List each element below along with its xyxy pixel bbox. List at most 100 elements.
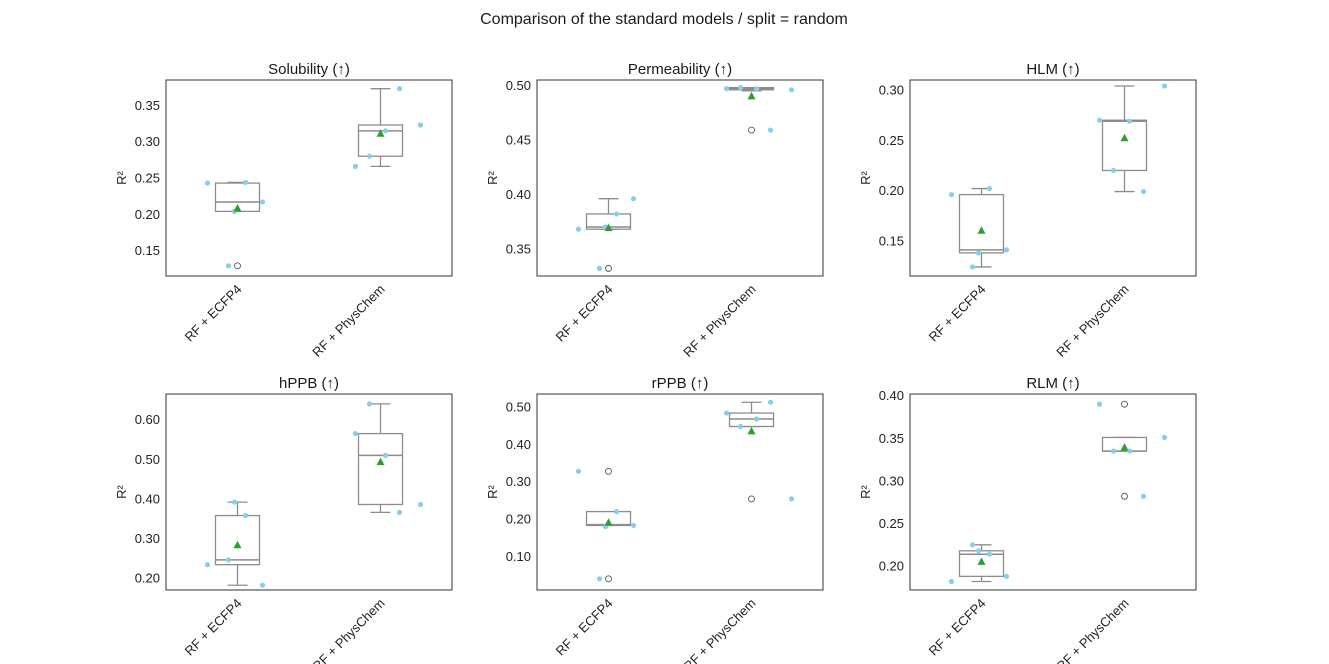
mean-marker — [233, 540, 242, 549]
mean-marker — [1120, 133, 1129, 142]
y-tick-label: 0.40 — [135, 491, 160, 506]
y-axis-label: R² — [485, 484, 500, 498]
y-tick-label: 0.20 — [135, 571, 160, 586]
mean-marker — [747, 91, 756, 100]
outlier-point — [234, 262, 241, 270]
data-point — [366, 401, 373, 407]
data-point — [1096, 117, 1103, 123]
data-point — [417, 122, 424, 128]
outlier-point — [748, 126, 755, 134]
data-point — [596, 265, 603, 271]
y-tick-label: 0.30 — [879, 473, 904, 488]
outlier-point — [1121, 492, 1128, 500]
data-point — [225, 557, 232, 563]
plot-frame — [165, 393, 453, 591]
mean-marker — [604, 518, 613, 526]
data-point — [948, 191, 955, 198]
y-tick-label: 0.60 — [135, 412, 160, 427]
outlier-point — [748, 495, 755, 503]
x-tick-label: RF + PhysChem — [309, 596, 387, 664]
data-point — [767, 127, 774, 133]
data-point — [1110, 167, 1117, 174]
mean-marker — [977, 557, 986, 565]
data-point — [225, 263, 232, 269]
x-tick-label: RF + PhysChem — [309, 282, 387, 360]
data-point — [352, 430, 359, 437]
data-point — [1140, 493, 1147, 499]
chart-title: HLM (↑) — [1026, 61, 1079, 78]
data-point — [1003, 247, 1010, 253]
y-tick-label: 0.10 — [506, 549, 531, 564]
x-tick-label: RF + PhysChem — [680, 596, 758, 664]
data-point — [396, 86, 403, 92]
chart-title: RLM (↑) — [1026, 375, 1079, 392]
outlier-point — [605, 467, 612, 475]
y-tick-label: 0.25 — [879, 516, 904, 531]
y-tick-label: 0.50 — [135, 452, 160, 467]
mean-marker — [376, 129, 385, 137]
data-point — [630, 196, 637, 202]
mean-marker — [977, 226, 986, 234]
box-body — [958, 193, 1005, 254]
data-point — [975, 250, 982, 256]
y-tick-label: 0.25 — [879, 133, 904, 148]
y-tick-label: 0.20 — [879, 559, 904, 574]
data-point — [723, 410, 730, 416]
data-point — [1161, 83, 1168, 89]
y-tick-label: 0.35 — [879, 431, 904, 446]
chart-panel: RLM (↑) R² 0.20 0.25 0.30 0.35 0.40 RF + ECFP4 R… — [858, 375, 1197, 664]
chart-panel: HLM (↑) R² 0.15 0.20 0.25 0.30 RF + ECFP4 RF + … — [858, 61, 1197, 360]
data-point — [242, 179, 249, 185]
data-point — [1126, 118, 1133, 124]
data-point — [767, 399, 774, 405]
mean-marker — [376, 457, 385, 466]
data-point — [204, 180, 211, 186]
data-point — [948, 578, 955, 585]
data-point — [737, 85, 744, 91]
data-point — [382, 452, 389, 458]
outlier-point — [1121, 400, 1128, 408]
y-tick-label: 0.50 — [506, 400, 531, 415]
data-point — [788, 87, 795, 93]
y-tick-label: 0.40 — [879, 388, 904, 403]
x-tick-label: RF + ECFP4 — [553, 282, 616, 345]
chart-panel: Solubility (↑) R² 0.15 0.20 0.25 0.30 0.35 RF +… — [114, 61, 453, 360]
y-tick-label: 0.50 — [506, 78, 531, 93]
data-point — [1161, 434, 1168, 441]
data-point — [788, 496, 795, 502]
data-point — [396, 509, 403, 515]
data-point — [575, 468, 582, 474]
data-point — [417, 501, 424, 508]
y-axis-label: R² — [114, 170, 129, 184]
chart-panel: rPPB (↑) R² 0.10 0.20 0.30 0.40 0.50 RF + ECFP4… — [485, 375, 824, 664]
outlier-point — [605, 575, 612, 583]
outlier-point — [605, 264, 612, 272]
data-point — [630, 522, 637, 529]
plot-frame — [536, 79, 824, 277]
plot-frame — [909, 79, 1197, 277]
data-point — [259, 199, 266, 205]
box-body — [1101, 119, 1148, 172]
y-tick-label: 0.40 — [506, 187, 531, 202]
x-tick-label: RF + ECFP4 — [926, 596, 989, 659]
x-tick-label: RF + PhysChem — [1053, 282, 1131, 360]
y-tick-label: 0.45 — [506, 132, 531, 147]
data-point — [737, 423, 744, 430]
x-tick-label: RF + ECFP4 — [182, 596, 245, 659]
y-tick-label: 0.35 — [506, 241, 531, 256]
chart-panel: hPPB (↑) R² 0.20 0.30 0.40 0.50 0.60 RF + ECFP4… — [114, 375, 453, 664]
y-tick-label: 0.40 — [506, 437, 531, 452]
data-point — [753, 416, 760, 422]
figure-title: Comparison of the standard models / spli… — [480, 11, 848, 28]
y-tick-label: 0.30 — [135, 134, 160, 149]
mean-marker — [747, 426, 756, 435]
y-tick-label: 0.20 — [879, 183, 904, 198]
plot-frame — [536, 393, 824, 591]
y-tick-label: 0.20 — [135, 207, 160, 222]
data-point — [1126, 448, 1133, 454]
data-point — [1096, 401, 1103, 407]
box-body — [357, 432, 404, 506]
chart-title: Solubility (↑) — [268, 61, 350, 78]
y-axis-label: R² — [114, 484, 129, 498]
y-tick-label: 0.20 — [506, 512, 531, 527]
